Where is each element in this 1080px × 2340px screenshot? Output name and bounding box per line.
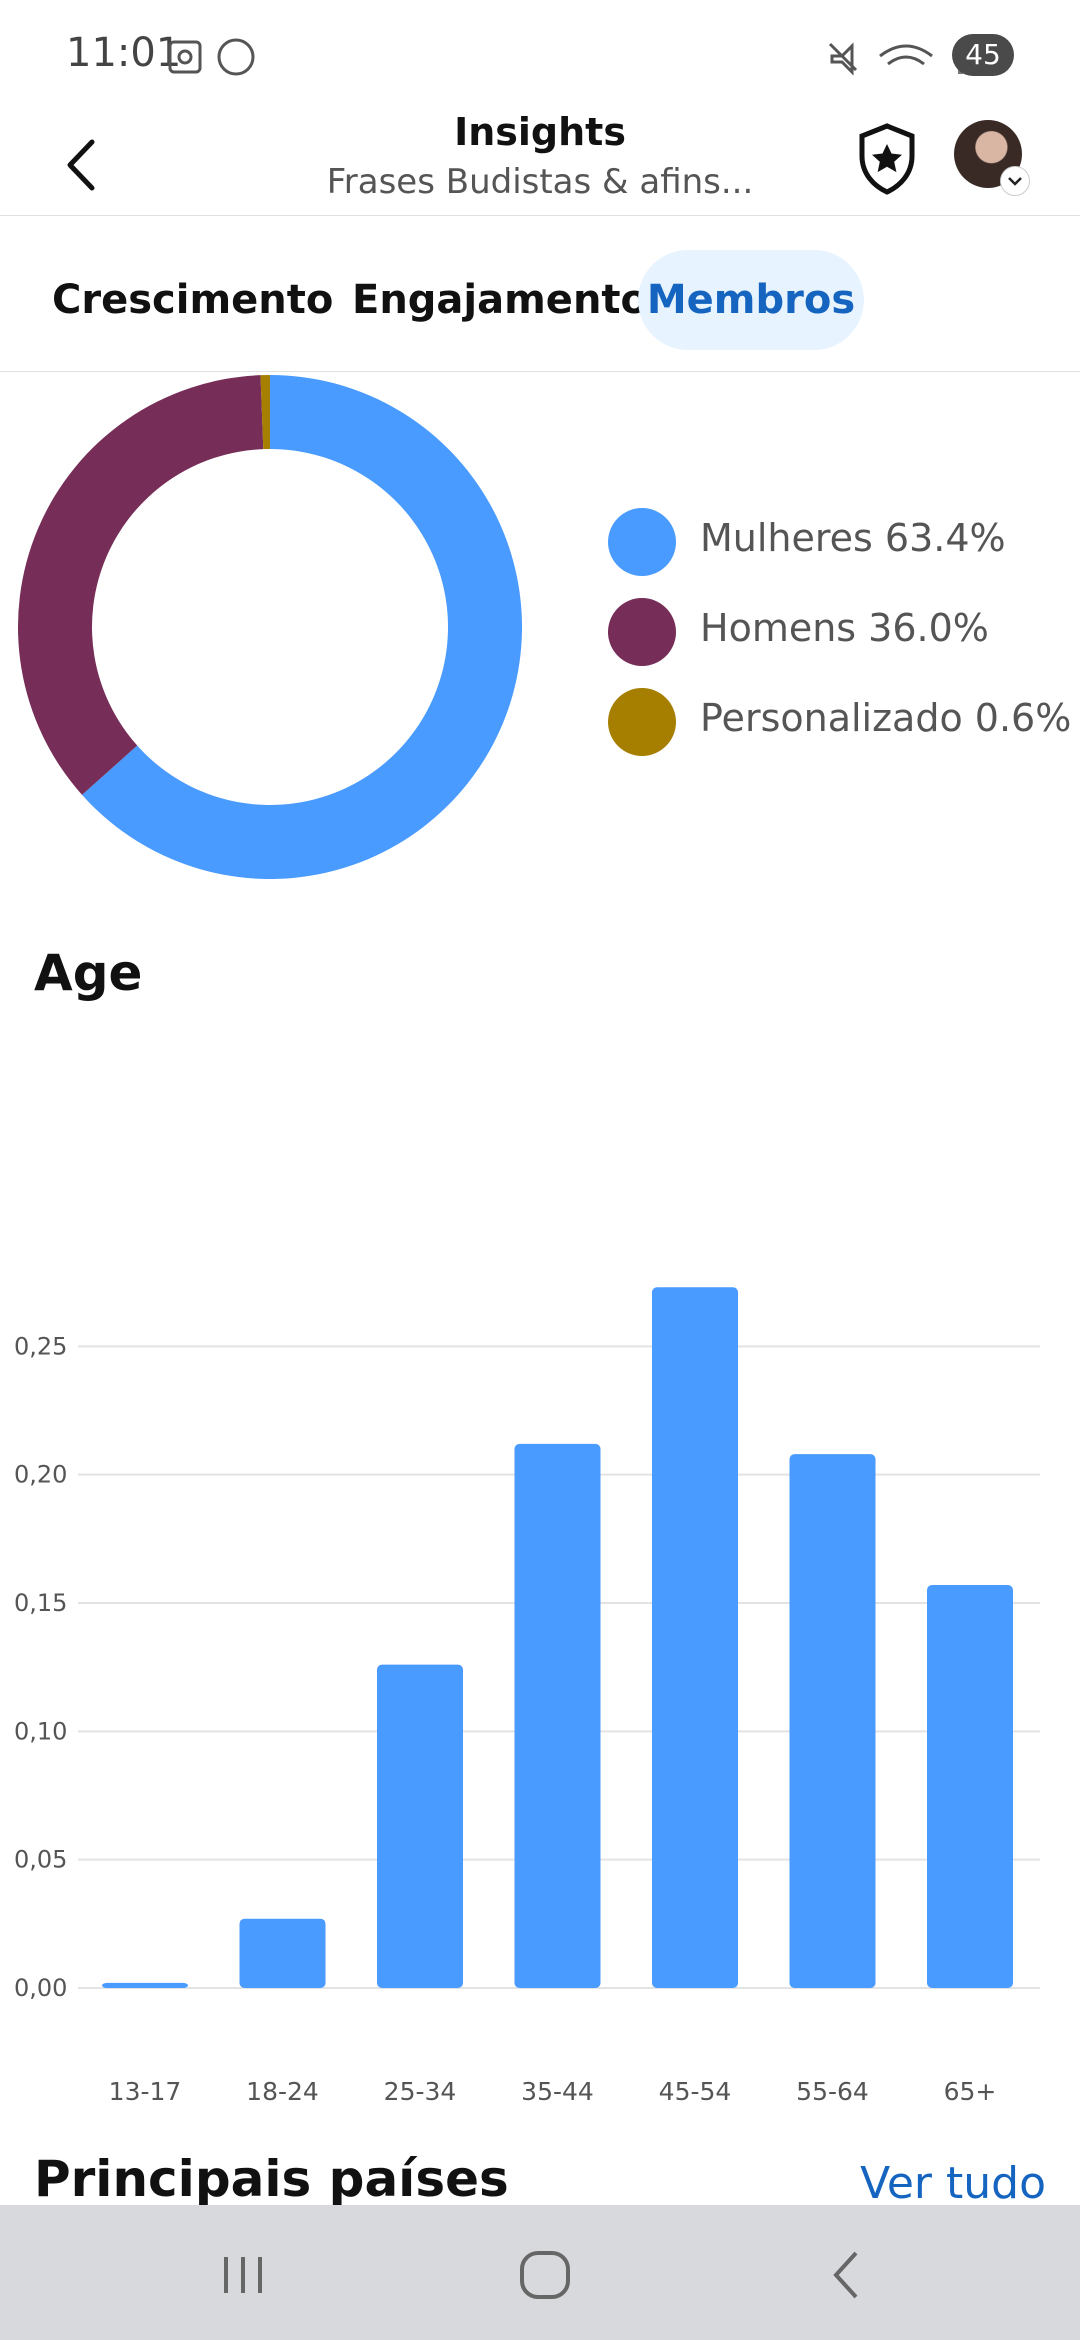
profile-avatar-button[interactable]	[954, 120, 1030, 196]
x-tick-label: 13-17	[109, 2077, 182, 2106]
tab-engajamento[interactable]: Engajamento	[352, 277, 649, 323]
age-bar-45-54[interactable]	[652, 1287, 738, 1988]
donut-slice-1	[17, 375, 264, 795]
x-tick-label: 55-64	[796, 2077, 869, 2106]
chevron-down-icon	[1000, 166, 1030, 196]
status-time: 11:01	[66, 30, 182, 76]
y-tick-label: 0,15	[14, 1589, 67, 1617]
age-bar-13-17[interactable]	[102, 1982, 188, 1988]
gender-donut-chart	[17, 375, 522, 879]
legend-label: Homens 36.0%	[700, 606, 989, 650]
age-bar-chart: 0,00 0,05 0,10 0,15 0,20 0,25 13-17 18-24 25-34 3…	[14, 1287, 1040, 2106]
see-all-link[interactable]: Ver tudo	[860, 2158, 1046, 2209]
x-tick-label: 45-54	[659, 2077, 732, 2106]
notification-icons	[168, 38, 255, 76]
y-tick-label: 0,20	[14, 1461, 67, 1489]
app-bar: Insights Frases Budistas & afins...	[0, 110, 1080, 216]
status-icons: 45	[820, 34, 1080, 84]
age-bar-35-44[interactable]	[514, 1443, 601, 1988]
group-name: Frases Budistas & afins...	[326, 162, 754, 202]
y-tick-label: 0,05	[14, 1846, 67, 1874]
x-tick-label: 35-44	[521, 2077, 594, 2106]
countries-section-title: Principais países	[34, 2150, 509, 2208]
x-tick-label: 25-34	[384, 2077, 457, 2106]
age-bar-18-24[interactable]	[239, 1918, 326, 1988]
legend-dot	[608, 598, 676, 666]
legend-label: Mulheres 63.4%	[700, 516, 1006, 560]
age-bar-55-64[interactable]	[789, 1454, 876, 1988]
status-bar: 11:01 45	[0, 0, 1080, 110]
battery-indicator: 45	[952, 34, 1014, 76]
back-arrow-icon[interactable]	[52, 130, 112, 200]
y-tick-label: 0,10	[14, 1717, 67, 1745]
system-nav-bar	[0, 2205, 1080, 2340]
y-tick-label: 0,00	[14, 1974, 67, 2002]
x-tick-label: 18-24	[246, 2077, 319, 2106]
tab-membros[interactable]: Membros	[638, 250, 864, 350]
age-section-title: Age	[34, 944, 143, 1002]
nav-back-icon[interactable]	[812, 2245, 882, 2305]
donut-slice-2	[260, 375, 270, 450]
gender-section: Mulheres 63.4% Homens 36.0% Personalizad…	[0, 372, 1080, 892]
legend-label: Personalizado 0.6%	[700, 696, 1072, 740]
page-title: Insights	[454, 110, 626, 154]
shield-star-icon[interactable]	[856, 122, 918, 196]
x-tick-label: 65+	[944, 2077, 997, 2106]
y-tick-label: 0,25	[14, 1332, 67, 1360]
recent-apps-icon[interactable]	[208, 2245, 278, 2305]
age-bar-25-34[interactable]	[377, 1664, 463, 1988]
tab-crescimento[interactable]: Crescimento	[52, 277, 334, 323]
legend-dot	[608, 688, 676, 756]
age-bar-65+[interactable]	[927, 1585, 1013, 1988]
home-icon[interactable]	[510, 2245, 580, 2305]
tab-bar: Crescimento Engajamento Membros	[0, 216, 1080, 372]
legend-dot	[608, 508, 676, 576]
donut-slice-0	[82, 375, 522, 879]
